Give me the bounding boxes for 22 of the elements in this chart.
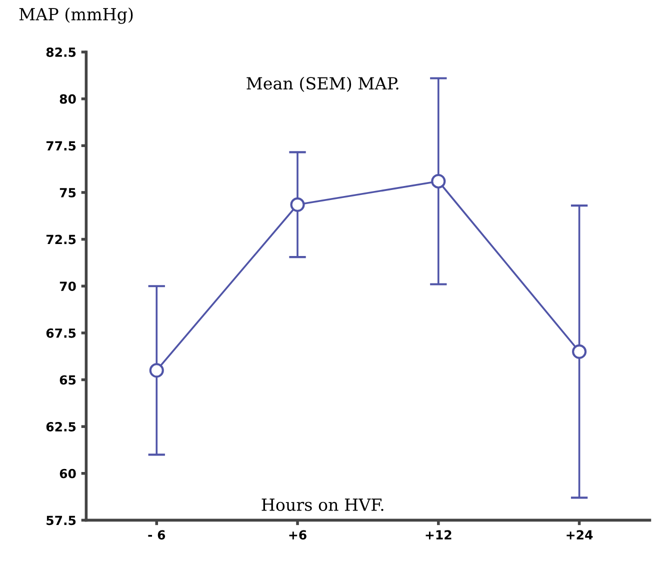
y-tick-label: 67.5 (46, 328, 76, 338)
point (290, 197, 305, 212)
y-tick-label: 82.5 (46, 47, 76, 57)
y-tick-label: 70 (60, 282, 76, 292)
x-tick-label: +12 (426, 530, 452, 540)
y-tick-label: 60 (60, 468, 76, 478)
x-tick-label: +24 (566, 530, 593, 540)
point (572, 344, 587, 359)
y-tick-label: 80 (60, 94, 76, 104)
annotation: Mean (SEM) MAP. (246, 76, 398, 92)
y-axis-title: MAP (mmHg) (19, 8, 133, 24)
y-tick-label: 72.5 (46, 234, 76, 244)
annotation: Hours on HVF. (262, 498, 384, 511)
y-tick-label: 77.5 (46, 141, 76, 151)
y-tick-label: 65 (60, 375, 76, 385)
y-tick-label: 57.5 (46, 516, 76, 526)
x-tick-label: +6 (289, 530, 306, 540)
point (431, 174, 446, 189)
x-tick-label: - 6 (148, 530, 166, 540)
y-tick-label: 62.5 (46, 422, 76, 432)
point (149, 363, 164, 378)
y-tick-label: 75 (60, 188, 76, 198)
